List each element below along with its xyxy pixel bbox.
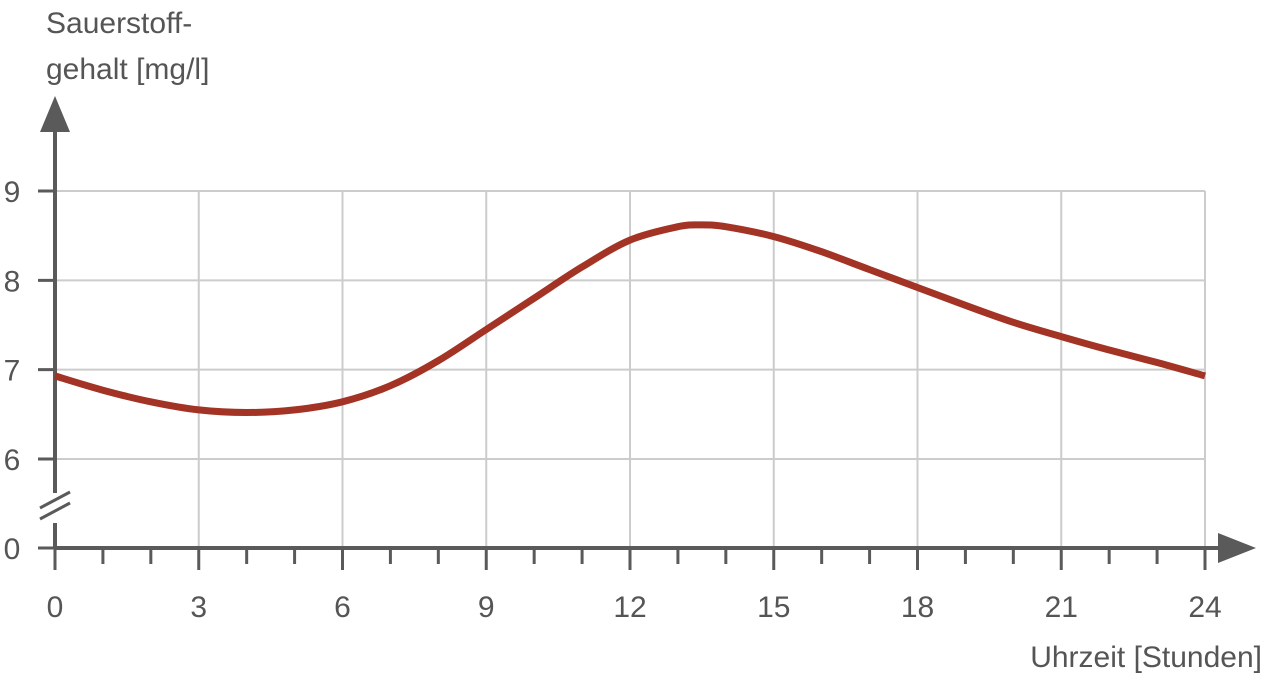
y-tick-label-7: 7 xyxy=(4,355,21,388)
x-tick-label-21: 21 xyxy=(1045,591,1078,624)
x-tick-label-12: 12 xyxy=(613,591,646,624)
x-tick-label-3: 3 xyxy=(190,591,207,624)
y-tick-label-8: 8 xyxy=(4,265,21,298)
y-axis-title-line-1: Sauerstoff- xyxy=(46,7,192,40)
series-layer xyxy=(53,221,1206,416)
x-tick-label-24: 24 xyxy=(1188,591,1221,624)
x-axis-arrow-icon xyxy=(1218,533,1256,563)
x-tick-label-15: 15 xyxy=(757,591,790,624)
x-tick-label-6: 6 xyxy=(334,591,351,624)
y-axis-arrow-icon xyxy=(40,96,70,132)
axis-break-icon xyxy=(39,490,71,523)
x-axis-title: Uhrzeit [Stunden] xyxy=(1030,641,1262,674)
tick-labels: 9 8 7 6 00 3 6 9 12 15 18 21 24 xyxy=(4,176,1222,624)
x-tick-label-0: 0 xyxy=(47,591,64,624)
x-tick-label-9: 9 xyxy=(478,591,495,624)
y-tick-label-9: 9 xyxy=(4,176,21,209)
x-tick-label-18: 18 xyxy=(901,591,934,624)
axis-break-gap xyxy=(40,493,70,523)
series-line-0 xyxy=(53,221,1206,416)
y-tick-label-0: 0 xyxy=(4,533,21,566)
y-axis-title-line-2: gehalt [mg/l] xyxy=(46,53,209,86)
axis-break-stroke-2 xyxy=(39,501,71,521)
grid xyxy=(55,190,1206,548)
axes xyxy=(38,96,1256,570)
axis-break-stroke-1 xyxy=(39,490,71,510)
y-tick-label-6: 6 xyxy=(4,444,21,477)
